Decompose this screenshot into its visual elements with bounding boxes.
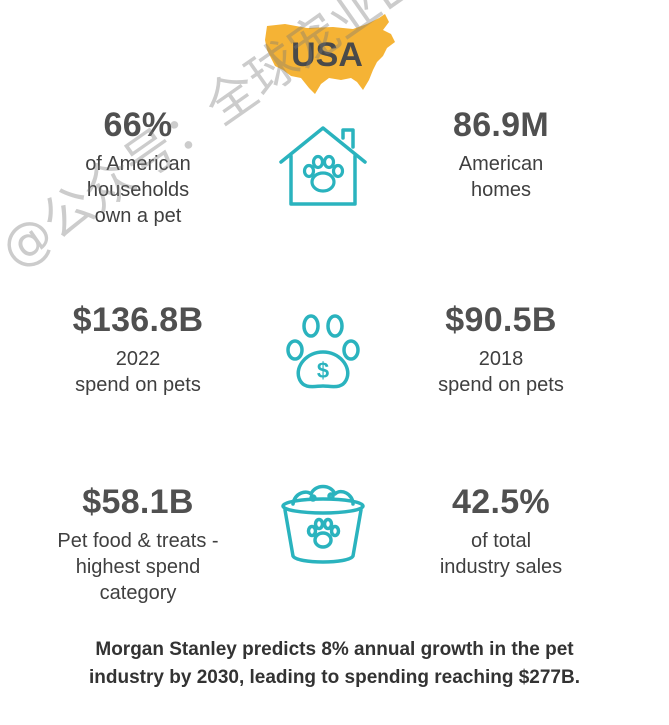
footer-line-1: Morgan Stanley predicts 8% annual growth…	[95, 639, 574, 660]
stat-description: 2018 spend on pets	[438, 348, 564, 396]
stat-description: Pet food & treats - highest spend catego…	[57, 530, 219, 604]
stat-value: 86.9M	[453, 106, 549, 144]
stat-description: 2022 spend on pets	[75, 348, 201, 396]
stat-2018-spend: $90.5B 2018 spend on pets	[381, 300, 621, 398]
house-paw-icon	[273, 116, 373, 216]
usa-label: USA	[291, 36, 363, 74]
stat-value: 42.5%	[452, 483, 550, 521]
footer-note: Morgan Stanley predicts 8% annual growth…	[0, 636, 669, 692]
stat-homes: 86.9M American homes	[381, 105, 621, 203]
stat-households: 66% of American households own a pet	[18, 105, 258, 229]
pet-food-bowl-icon	[273, 478, 373, 578]
usa-map-header: USA	[255, 8, 405, 103]
paw-dollar-icon: $	[273, 302, 373, 402]
footer-line-2: industry by 2030, leading to spending re…	[89, 667, 580, 688]
stat-value: $58.1B	[82, 483, 194, 521]
stat-description: of total industry sales	[439, 530, 563, 578]
stat-industry-sales: 42.5% of total industry sales	[381, 482, 621, 580]
dollar-sign: $	[317, 358, 329, 383]
usa-map-shape	[265, 14, 395, 94]
stat-value: $136.8B	[72, 301, 204, 339]
stat-value: $90.5B	[445, 301, 557, 339]
usa-map-icon: USA	[265, 14, 395, 94]
stat-description: of American households own a pet	[85, 153, 191, 227]
stat-value: 66%	[103, 106, 173, 144]
stat-2022-spend: $136.8B 2022 spend on pets	[18, 300, 258, 398]
stat-description: American homes	[458, 153, 544, 201]
stat-pet-food: $58.1B Pet food & treats - highest spend…	[18, 482, 258, 606]
